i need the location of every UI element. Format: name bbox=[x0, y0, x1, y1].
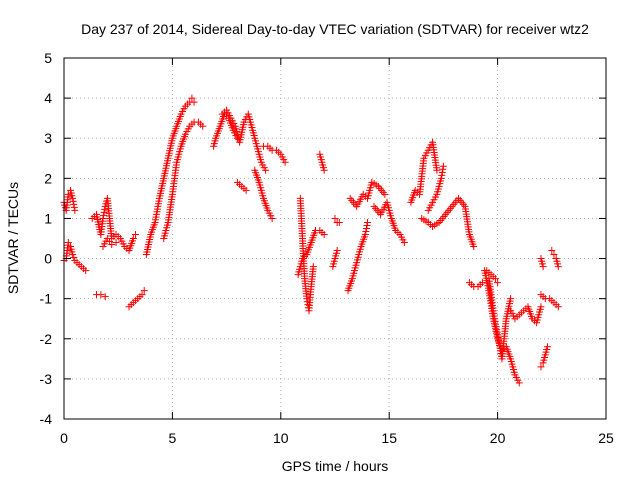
data-point bbox=[438, 171, 446, 179]
data-point bbox=[537, 363, 545, 371]
y-tick-labels: -4 -3 -2 -1 0 1 2 3 4 5 bbox=[40, 50, 53, 427]
data-point bbox=[188, 94, 196, 102]
data-point bbox=[101, 205, 109, 213]
data-point bbox=[400, 239, 408, 247]
y-tick-label: -3 bbox=[40, 371, 53, 387]
data-point bbox=[129, 235, 137, 242]
y-tick-label: 3 bbox=[44, 130, 52, 146]
data-point bbox=[362, 224, 370, 232]
data-point bbox=[268, 214, 276, 222]
data-point bbox=[69, 251, 77, 259]
data-point bbox=[138, 291, 146, 299]
data-point bbox=[82, 267, 90, 275]
data-point bbox=[438, 168, 446, 176]
data-point bbox=[491, 275, 499, 283]
data-point bbox=[303, 295, 311, 303]
y-tick-label: 0 bbox=[44, 251, 52, 267]
data-point bbox=[190, 98, 198, 106]
data-point bbox=[309, 263, 317, 271]
data-point bbox=[554, 303, 562, 311]
data-point bbox=[433, 166, 441, 174]
axis-ticks bbox=[63, 57, 607, 420]
x-tick-labels: 0 5 10 15 20 25 bbox=[60, 430, 614, 446]
data-point bbox=[320, 230, 328, 238]
x-tick-label: 5 bbox=[169, 430, 177, 446]
data-point bbox=[69, 194, 77, 202]
data-point bbox=[335, 218, 343, 226]
data-point bbox=[437, 174, 445, 182]
data-point bbox=[281, 158, 289, 166]
y-tick-label: 1 bbox=[44, 210, 52, 226]
data-point bbox=[99, 214, 107, 222]
y-tick-label: -2 bbox=[40, 331, 53, 347]
data-point bbox=[70, 203, 78, 211]
data-point bbox=[494, 279, 502, 287]
data-point bbox=[262, 166, 270, 174]
data-point bbox=[140, 287, 148, 295]
x-tick-label: 15 bbox=[381, 430, 397, 446]
y-tick-label: -1 bbox=[40, 291, 53, 307]
data-point bbox=[537, 303, 545, 311]
data-point bbox=[70, 200, 78, 208]
data-point bbox=[381, 190, 389, 198]
data-point bbox=[362, 227, 370, 235]
data-point bbox=[361, 230, 369, 238]
data-point bbox=[550, 251, 558, 259]
y-tick-label: 5 bbox=[44, 50, 52, 66]
data-point bbox=[333, 247, 341, 255]
data-point bbox=[100, 208, 108, 216]
data-point bbox=[364, 218, 372, 226]
data-point bbox=[69, 197, 77, 205]
data-point bbox=[363, 221, 371, 229]
data-point bbox=[439, 162, 447, 170]
x-axis-label: GPS time / hours bbox=[282, 458, 389, 474]
data-points bbox=[60, 94, 562, 387]
y-tick-label: 4 bbox=[44, 90, 52, 106]
y-tick-label: 2 bbox=[44, 170, 52, 186]
data-point bbox=[554, 263, 562, 271]
data-point bbox=[64, 239, 72, 247]
data-point bbox=[507, 295, 515, 303]
data-point bbox=[97, 291, 105, 299]
data-point bbox=[478, 279, 486, 287]
data-point bbox=[543, 343, 551, 351]
x-tick-label: 20 bbox=[490, 430, 506, 446]
data-point bbox=[242, 186, 250, 194]
data-point bbox=[470, 243, 478, 251]
x-tick-label: 0 bbox=[60, 430, 68, 446]
y-tick-label: -4 bbox=[40, 411, 53, 427]
plot-frame bbox=[63, 57, 607, 420]
x-tick-label: 10 bbox=[273, 430, 289, 446]
data-point bbox=[112, 239, 120, 247]
data-point bbox=[439, 165, 447, 173]
data-point bbox=[539, 263, 547, 271]
data-point bbox=[320, 166, 328, 174]
grid bbox=[64, 58, 606, 419]
data-point bbox=[548, 247, 556, 255]
data-point bbox=[70, 254, 78, 262]
data-point bbox=[101, 293, 109, 301]
data-point bbox=[199, 122, 207, 130]
data-point bbox=[100, 211, 108, 219]
data-point bbox=[71, 206, 79, 214]
data-point bbox=[515, 379, 523, 387]
data-point bbox=[331, 214, 339, 222]
data-point bbox=[64, 190, 72, 198]
data-point bbox=[429, 222, 437, 230]
x-tick-label: 25 bbox=[598, 430, 614, 446]
chart-title: Day 237 of 2014, Sidereal Day-to-day VTE… bbox=[81, 21, 589, 37]
data-point bbox=[108, 241, 116, 249]
data-point bbox=[132, 230, 140, 238]
y-axis-label: SDTVAR / TECUs bbox=[5, 182, 21, 294]
